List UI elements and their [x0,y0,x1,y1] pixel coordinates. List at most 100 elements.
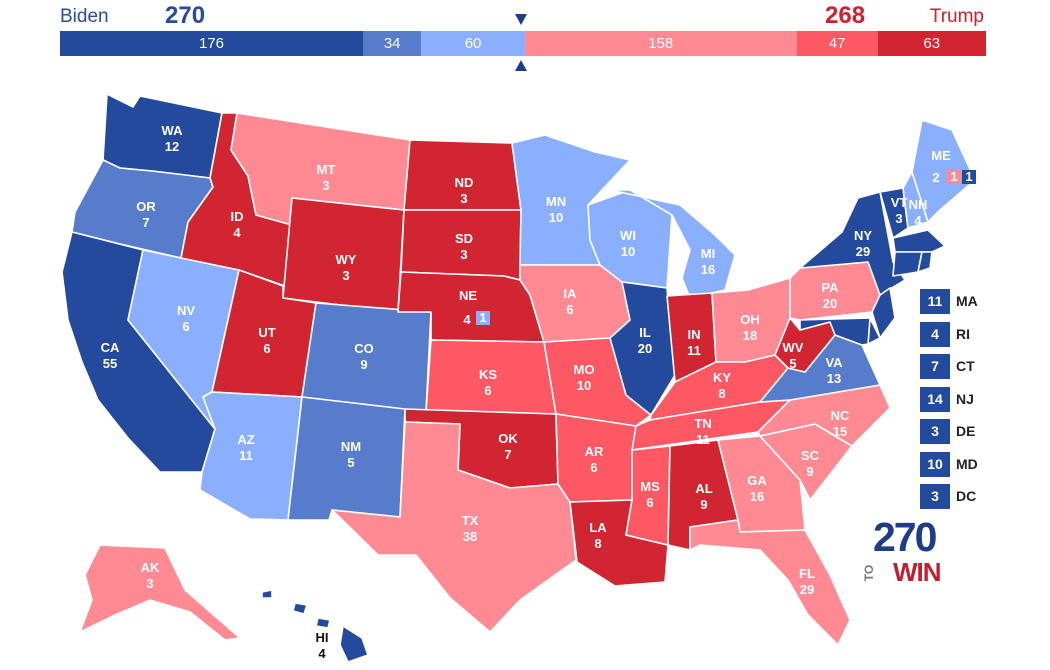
biden-label: Biden [60,6,109,27]
small-state-ev-md[interactable]: 10 [920,451,950,477]
state-ev-tx: 38 [463,529,477,544]
state-ev-wi: 10 [621,244,635,259]
state-ev-co: 9 [360,357,367,372]
state-ak[interactable] [79,544,241,641]
small-state-label-md: MD [956,455,978,472]
state-nj-shape[interactable] [871,287,896,339]
state-ev-tn: 11 [696,432,710,447]
small-state-label-de: DE [956,423,976,439]
midpoint-marker-top-icon [515,14,527,25]
state-ev-sd: 3 [460,247,467,262]
small-state-label-ma: MA [956,293,978,309]
state-ev-al: 9 [700,497,707,512]
state-ev-wa: 12 [165,139,179,154]
small-state-ev-nj[interactable]: 14 [920,386,950,412]
state-ev-ky: 8 [718,386,725,401]
state-ev-mi: 16 [701,262,715,277]
small-state-label-dc: DC [956,488,977,504]
state-label-ar: AR [585,444,604,459]
state-label-or: OR [136,199,156,214]
state-label-ny: NY [854,228,872,243]
state-label-me: ME [931,148,951,163]
state-ev-ks: 6 [484,383,491,398]
state-label-mo: MO [574,362,595,377]
state-ev-hi: 4 [318,646,326,661]
small-state-label-nj: NJ [956,390,974,407]
state-label-nd: ND [455,175,474,190]
small-state-ev-dc[interactable]: 3 [920,484,950,509]
state-label-nm: NM [341,439,361,454]
state-ev-ok: 7 [504,447,511,462]
state-ev-in: 11 [687,343,701,358]
state-ms[interactable] [625,445,671,546]
state-ev-fl: 29 [800,582,814,597]
state-label-mn: MN [546,194,566,209]
me-district-box-1[interactable] [947,170,961,184]
small-state-label-ri: RI [956,325,970,342]
state-ev-az: 11 [239,448,253,463]
state-ma-shape[interactable] [892,229,946,253]
state-label-ut: UT [258,325,275,340]
small-state-ev-ma[interactable]: 11 [920,289,950,314]
state-label-id: ID [231,209,244,224]
small-state-ev-ri[interactable]: 4 [920,321,950,347]
state-label-az: AZ [237,432,254,447]
state-label-il: IL [639,325,651,340]
state-label-fl: FL [799,566,815,581]
state-ev-nd: 3 [460,191,467,206]
state-label-ga: GA [747,473,767,488]
state-hi[interactable] [261,589,369,663]
state-label-wv: WV [783,340,804,355]
state-ev-ny: 29 [856,244,870,259]
state-label-ca: CA [101,340,120,355]
state-ev-ak: 3 [146,576,153,591]
state-label-la: LA [589,520,607,535]
state-ev-ia: 6 [566,302,573,317]
small-state-ev-ct[interactable]: 7 [920,354,950,379]
state-label-nc: NC [831,408,850,423]
state-ny[interactable] [799,191,906,296]
state-ev-ga: 16 [750,489,764,504]
state-tx[interactable] [331,421,577,633]
state-label-oh: OH [740,312,760,327]
me-district-ev-1: 1 [950,169,957,184]
state-label-ms: MS [640,479,660,494]
bar-segment-1: 34 [362,31,422,56]
state-label-wi: WI [620,228,636,243]
trump-ev-total: 268 [825,2,866,29]
small-state-label-ct: CT [956,358,975,374]
me-district-box-2[interactable] [962,170,976,184]
state-ev-la: 8 [594,536,601,551]
state-ev-nv: 6 [182,319,189,334]
state-label-nv: NV [177,303,195,318]
state-label-hi: HI [316,630,329,645]
midpoint-marker-bottom-icon [515,60,527,71]
biden-ev-total: 270 [165,2,206,29]
state-ev-or: 7 [142,215,149,230]
state-label-ne: NE [459,288,477,303]
ne-district-box[interactable] [476,311,490,325]
bar-segment-5: 63 [877,31,986,56]
us-electoral-map: WA12OR7CA55NV6ID4MT3WY3UT6AZ11CO9NM5ND3S… [61,93,976,663]
state-md-shape[interactable] [799,317,871,346]
270towin-logo: 270 TO WIN [862,514,941,587]
state-ev-sc: 9 [806,464,813,479]
state-label-sd: SD [455,231,473,246]
state-ev-nc: 15 [833,424,847,439]
bar-segment-2: 60 [421,31,525,56]
state-ev-ut: 6 [263,341,270,356]
state-ev-pa: 20 [823,296,837,311]
bar-segment-4: 47 [796,31,878,56]
state-ev-id: 4 [233,225,241,240]
state-fl[interactable] [689,519,851,646]
state-ri-shape[interactable] [917,251,933,273]
state-label-ks: KS [479,367,497,382]
bar-segment-3: 158 [524,31,797,56]
me-district-ev-2: 1 [965,169,972,184]
state-label-mt: MT [317,162,336,177]
state-ev-vt: 3 [895,211,902,226]
state-ev-wv: 5 [789,356,796,371]
state-ev-wy: 3 [342,268,349,283]
small-state-ev-de[interactable]: 3 [920,419,950,444]
state-label-ky: KY [713,370,731,385]
